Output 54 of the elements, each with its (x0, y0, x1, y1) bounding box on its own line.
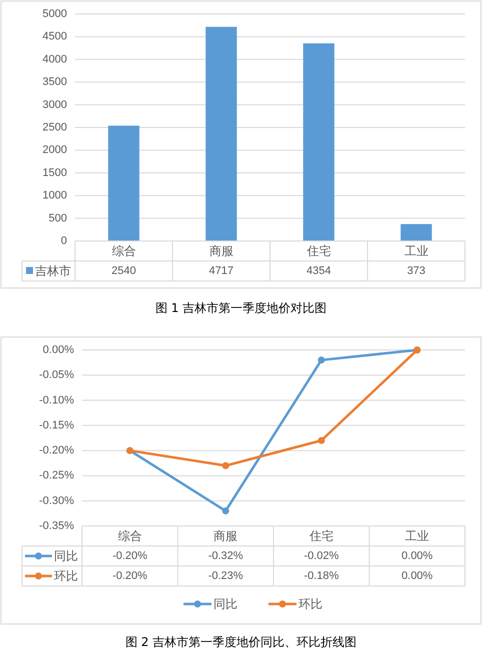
y-tick-label: 0 (60, 235, 67, 247)
data-label: -0.20% (112, 570, 148, 582)
x-tick-label: 商服 (209, 244, 234, 258)
point (222, 462, 230, 470)
y-tick-label: -0.20% (39, 444, 74, 457)
y-tick-label: 4000 (42, 53, 67, 66)
data-label: 4717 (209, 265, 234, 277)
x-tick-label: 综合 (118, 529, 142, 543)
data-label: 0.00% (402, 550, 433, 562)
y-tick-label: -0.25% (39, 470, 74, 482)
x-tick-label: 综合 (112, 244, 136, 258)
data-label: 2540 (112, 265, 136, 277)
data-label: -0.18% (304, 570, 340, 582)
y-tick-label: -0.30% (39, 494, 74, 507)
y-tick-label: -0.05% (39, 369, 74, 382)
y-tick-label: 3500 (42, 76, 67, 88)
x-tick-label: 住宅 (306, 244, 331, 258)
y-tick-label: -0.35% (39, 520, 74, 532)
point (318, 356, 325, 364)
legend-label: 同比 (54, 549, 78, 563)
data-label: -0.02% (304, 550, 340, 562)
data-label: 4354 (306, 265, 331, 277)
legend-label: 环比 (54, 569, 78, 583)
x-tick-label: 工业 (404, 244, 428, 258)
point (222, 507, 230, 514)
x-tick-label: 工业 (405, 529, 430, 543)
caption: 图 2 吉林市第一季度地价同比、环比折线图 (125, 635, 357, 649)
x-tick-label: 商服 (214, 529, 238, 543)
text: 同比 (214, 597, 238, 611)
y-tick-label: 1000 (42, 190, 67, 202)
text: 环比 (298, 597, 322, 611)
bar (400, 224, 432, 241)
y-tick-label: 5000 (42, 8, 67, 20)
data-label: -0.20% (112, 550, 148, 562)
y-tick-label: 4500 (42, 30, 67, 43)
y-tick-label: -0.10% (39, 394, 74, 406)
y-tick-label: 3000 (42, 98, 67, 111)
bar (108, 126, 140, 241)
y-tick-label: 500 (48, 212, 67, 224)
x-tick-label: 住宅 (308, 529, 334, 543)
point (318, 437, 325, 444)
data-label: 373 (407, 265, 426, 277)
caption: 图 1 吉林市第一季度地价对比图 (155, 301, 327, 315)
y-tick-label: -0.15% (39, 419, 74, 432)
y-tick-label: 2500 (42, 122, 67, 134)
legend-label: 吉林市 (35, 264, 71, 278)
y-tick-label: 0.00% (42, 344, 74, 356)
y-tick-label: 2000 (42, 144, 67, 156)
bar (303, 43, 334, 241)
data-label: -0.23% (208, 570, 244, 582)
data-label: -0.32% (208, 550, 244, 562)
y-tick-label: 1500 (42, 166, 67, 179)
data-label: 0.00% (402, 570, 433, 582)
bar (206, 26, 237, 241)
